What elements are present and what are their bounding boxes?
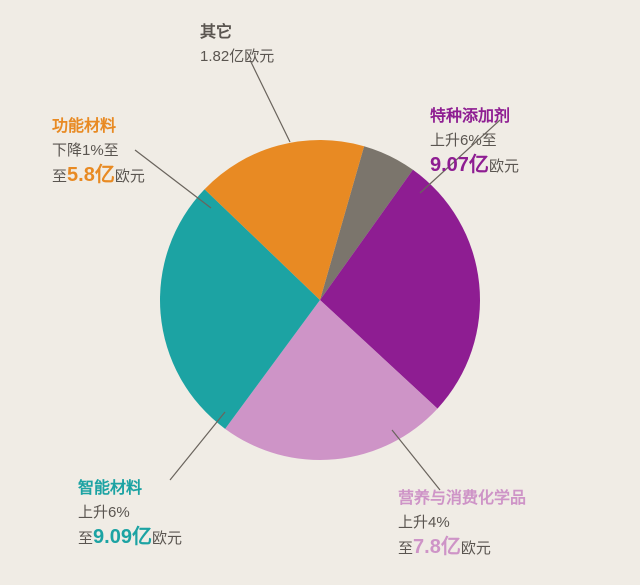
label-value-line: 至5.8亿欧元: [52, 161, 145, 189]
label-nutrition_consumer: 营养与消费化学品上升4%至7.8亿欧元: [398, 488, 526, 561]
label-title: 功能材料: [52, 116, 145, 138]
label-value: 9.09亿: [93, 526, 152, 548]
label-functional_materials: 功能材料下降1%至至5.8亿欧元: [52, 116, 145, 189]
leader-line-other: [250, 60, 290, 142]
leader-line-smart_materials: [170, 412, 225, 480]
label-title: 智能材料: [78, 478, 182, 500]
label-value-suffix: 欧元: [461, 540, 491, 557]
leader-line-nutrition_consumer: [392, 430, 440, 490]
label-line: 下降1%至: [52, 140, 145, 161]
leader-line-functional_materials: [135, 150, 211, 208]
label-value: 7.8亿: [413, 536, 461, 558]
label-title: 特种添加剂: [430, 106, 519, 128]
label-value: 5.8亿: [67, 164, 115, 186]
label-value-line: 至9.09亿欧元: [78, 523, 182, 551]
label-value-suffix: 欧元: [152, 530, 182, 547]
label-value-prefix: 至: [78, 530, 93, 547]
label-title: 其它: [200, 22, 274, 44]
label-value-line: 至7.8亿欧元: [398, 533, 526, 561]
pie-chart-container: 其它1.82亿欧元特种添加剂上升6%至9.07亿欧元营养与消费化学品上升4%至7…: [0, 0, 640, 585]
label-other: 其它1.82亿欧元: [200, 22, 274, 67]
label-special_additives: 特种添加剂上升6%至9.07亿欧元: [430, 106, 519, 179]
label-title: 营养与消费化学品: [398, 488, 526, 510]
label-line: 上升6%: [78, 502, 182, 523]
label-line: 上升4%: [398, 512, 526, 533]
label-value-line: 9.07亿欧元: [430, 151, 519, 179]
label-value-suffix: 欧元: [489, 158, 519, 175]
label-line: 上升6%至: [430, 130, 519, 151]
label-smart_materials: 智能材料上升6%至9.09亿欧元: [78, 478, 182, 551]
label-value-prefix: 至: [398, 540, 413, 557]
label-value-suffix: 欧元: [115, 168, 145, 185]
label-value: 9.07亿: [430, 154, 489, 176]
label-line: 1.82亿欧元: [200, 46, 274, 67]
label-value-prefix: 至: [52, 168, 67, 185]
